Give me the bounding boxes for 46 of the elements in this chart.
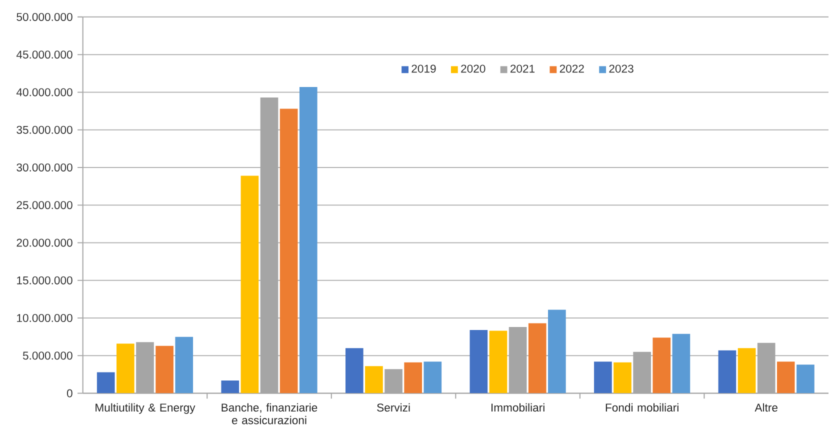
y-tick-label: 25.000.000 [16,201,72,210]
bar [404,362,422,394]
bar [424,362,442,394]
y-tick-label: 30.000.000 [16,163,72,172]
legend-label: 2022 [560,64,584,73]
bar [548,310,566,394]
bar [156,346,174,394]
bar [614,362,632,394]
bar [116,344,134,394]
y-tick-label: 15.000.000 [17,276,72,284]
y-tick-label: 5.000.000 [22,352,72,360]
bar [738,348,756,394]
y-tick-label: 0 [66,389,72,398]
x-tick-label: Multiutility & Energy [96,403,196,414]
legend-label: 2023 [609,64,634,73]
bar [345,348,364,394]
x-tick-label: Servizi [377,403,410,412]
bar [489,330,508,394]
bar [240,176,259,394]
bar [718,350,736,394]
bar [470,330,488,394]
x-tick-label: Fondi mobiliari [606,403,678,412]
bar [365,366,383,394]
y-tick-label: 40.000.000 [16,88,72,96]
bar [672,334,690,394]
y-tick-label: 10.000.000 [17,314,72,322]
bar [299,86,318,394]
y-tick-label: 50.000.000 [16,12,72,21]
bar [96,372,115,394]
bar [796,364,814,394]
bar [776,362,795,394]
y-tick-label: 35.000.000 [16,126,72,134]
x-tick-label: Altre [754,403,778,412]
bar [594,362,612,394]
legend-label: 2020 [461,64,486,73]
bar [175,336,194,394]
x-tick-label: Banche, finanziarie e assicurazioni [222,403,318,424]
x-tick-label: Immobiliari [492,403,544,412]
y-tick-label: 20.000.000 [16,238,72,247]
legend-label: 2019 [412,64,436,73]
bar [221,380,240,394]
legend-label: 2021 [510,64,535,73]
bar [652,337,671,394]
y-tick-label: 45.000.000 [16,50,72,58]
bar [528,323,546,394]
bar [280,108,298,394]
